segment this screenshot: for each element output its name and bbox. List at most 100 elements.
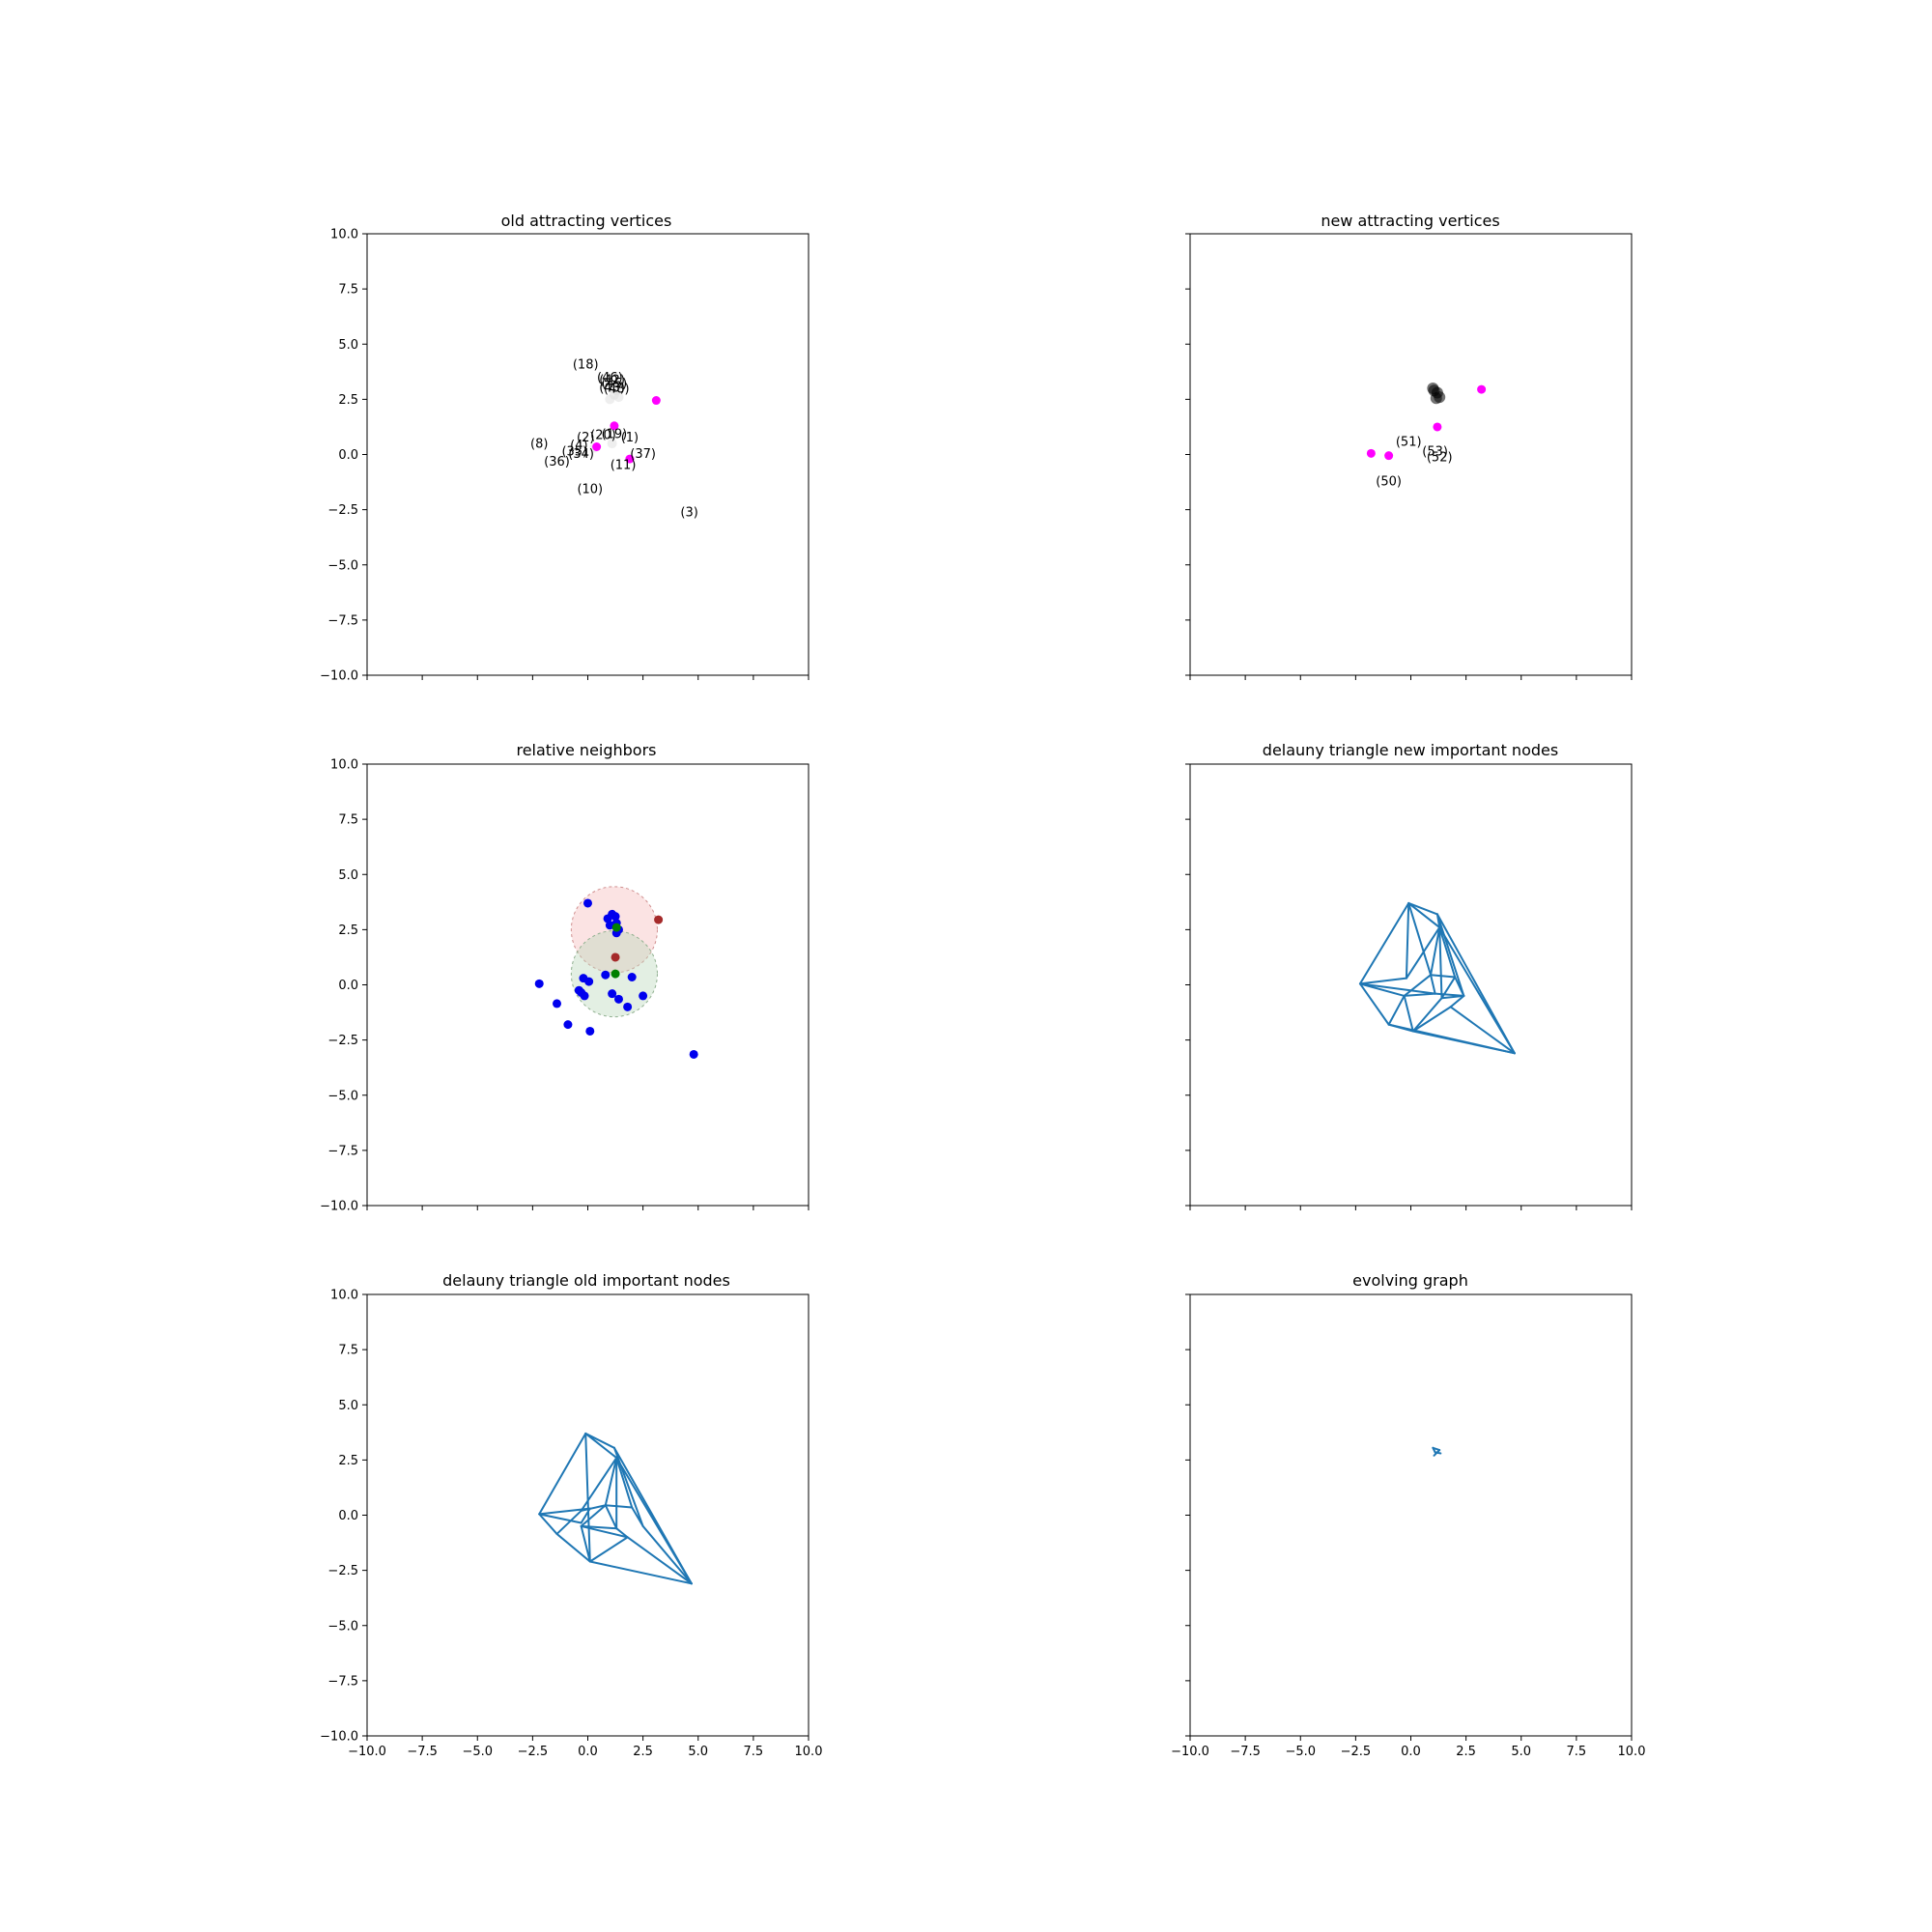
edge-line [631, 1506, 644, 1527]
x-tick-label: 5.0 [688, 1745, 708, 1759]
point-label: (36) [544, 455, 570, 469]
point-label: (50) [1376, 474, 1402, 489]
edge-line [1403, 974, 1433, 997]
point-label: (52) [1427, 450, 1453, 465]
data-point [1384, 451, 1394, 461]
point-label: (46) [597, 371, 623, 385]
point-label: (43) [599, 381, 625, 395]
x-tick-label: 7.5 [1567, 1745, 1587, 1759]
edge-line [555, 1532, 591, 1563]
data-point [1433, 422, 1442, 432]
x-tick-label: 10.0 [1618, 1745, 1646, 1759]
axes-frame [1189, 1293, 1633, 1737]
point-label: (42) [599, 373, 625, 387]
point-label: (2) [577, 431, 594, 445]
point-label: (8) [530, 438, 548, 452]
y-tick-label: 7.5 [338, 283, 358, 298]
y-tick-label: 0.0 [338, 1509, 358, 1523]
point-label: (48) [604, 383, 630, 397]
y-tick-label: 10.0 [330, 228, 358, 242]
panel-title: delauny triangle new important nodes [1263, 741, 1558, 759]
edge-line [1358, 982, 1406, 997]
data-point [583, 898, 592, 908]
edge-line [604, 1504, 634, 1509]
data-point [553, 999, 562, 1009]
data-point [584, 977, 594, 986]
panel-old-attracting-vertices: old attracting vertices (18)(46)(42)(45)… [320, 212, 810, 684]
edge-line [1430, 974, 1457, 979]
y-tick-label: −7.5 [327, 1144, 358, 1158]
y-tick-label: −10.0 [320, 669, 358, 684]
y-tick-label: −10.0 [320, 1730, 358, 1745]
data-point [608, 989, 617, 999]
point-label: (35) [561, 445, 587, 460]
edge-line [588, 1536, 629, 1563]
x-tick-label: 5.0 [1511, 1745, 1531, 1759]
edge-line [538, 1507, 591, 1516]
edge-line [1411, 1006, 1452, 1033]
x-tick-label: 10.0 [795, 1745, 823, 1759]
edge-line [555, 1509, 582, 1535]
x-tick-label: −10.0 [348, 1745, 386, 1759]
edge-line [1434, 1451, 1442, 1455]
y-tick-label: 2.5 [338, 923, 358, 938]
faint-point [605, 394, 615, 405]
edge-line [538, 1432, 587, 1516]
panel-title: old attracting vertices [501, 212, 672, 230]
y-tick-label: 5.0 [338, 338, 358, 353]
y-tick-label: −10.0 [320, 1200, 358, 1214]
point-label: (34) [568, 447, 594, 462]
edge-line [584, 1432, 591, 1563]
plot-area [1185, 763, 1633, 1210]
edge-line [1405, 926, 1441, 980]
x-tick-label: −10.0 [1171, 1745, 1209, 1759]
data-point [1366, 448, 1376, 458]
point-label: (45) [602, 377, 628, 391]
panel-title: delauny triangle old important nodes [442, 1271, 730, 1290]
edge-line [1387, 994, 1406, 1026]
x-tick-label: 2.5 [633, 1745, 653, 1759]
y-tick-label: −2.5 [327, 1564, 358, 1578]
edge-line [538, 1513, 558, 1535]
edge-line [1449, 994, 1465, 1009]
panel-new-attracting-vertices: new attracting vertices (51)(53)(52) (50) [1185, 212, 1633, 680]
data-point [651, 396, 661, 406]
x-tick-label: 0.0 [578, 1745, 598, 1759]
y-tick-label: 2.5 [338, 393, 358, 408]
data-point [605, 921, 614, 930]
x-tick-label: −5.0 [1285, 1745, 1316, 1759]
data-point [654, 915, 664, 924]
panel-relative-neighbors: relative neighbors −10.0 −7.5 −5.0 −2.5 0.0 2… [320, 741, 810, 1214]
data-point [534, 979, 544, 988]
panel-title: evolving graph [1352, 1271, 1468, 1290]
edge-line [580, 1524, 629, 1539]
y-tick-label: −2.5 [327, 1034, 358, 1048]
edge-line [615, 1457, 634, 1509]
point-label: (37) [630, 447, 656, 462]
edge-line [580, 1504, 607, 1512]
dark-point [1428, 384, 1440, 397]
y-tick-label: −5.0 [327, 1089, 358, 1103]
point-label: (11) [611, 458, 637, 472]
data-point [623, 1002, 633, 1011]
point-label: (18) [573, 357, 599, 372]
edge-line [615, 1527, 629, 1539]
y-tick-label: −2.5 [327, 503, 358, 518]
edge-line [604, 1457, 618, 1507]
y-tick-label: 0.0 [338, 979, 358, 993]
x-tick-label: −7.5 [1230, 1745, 1261, 1759]
y-tick-label: 7.5 [338, 813, 358, 828]
y-tick-label: −7.5 [327, 1674, 358, 1689]
panel-delauny-new: delauny triangle new important nodes [1185, 741, 1633, 1210]
data-point [613, 994, 623, 1004]
edge-line [604, 1504, 618, 1530]
x-tick-label: −7.5 [407, 1745, 438, 1759]
edge-line [1430, 926, 1441, 977]
data-point [627, 973, 637, 982]
edge-line [538, 1513, 582, 1524]
edge-line [1358, 982, 1436, 995]
y-tick-label: 5.0 [338, 868, 358, 883]
edge-line [588, 1560, 693, 1585]
data-point [611, 952, 620, 962]
